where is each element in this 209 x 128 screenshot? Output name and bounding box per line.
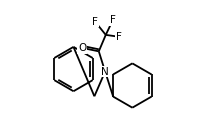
Text: N: N <box>101 67 109 77</box>
Text: F: F <box>110 15 116 25</box>
Text: F: F <box>116 32 122 42</box>
Text: O: O <box>78 43 87 53</box>
Text: F: F <box>92 17 98 27</box>
